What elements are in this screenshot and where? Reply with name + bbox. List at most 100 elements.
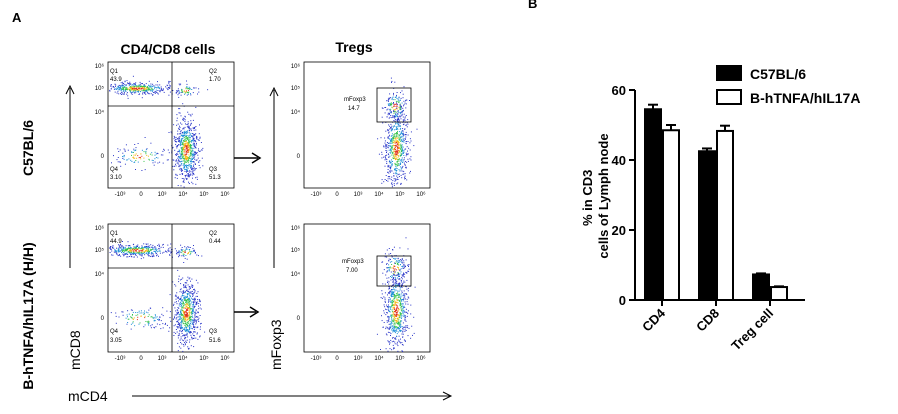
event-dot <box>397 113 399 115</box>
event-dot <box>401 149 403 151</box>
event-dot <box>183 311 185 313</box>
event-dot <box>400 166 402 168</box>
event-dot <box>188 314 190 316</box>
event-dot <box>194 327 196 329</box>
event-dot <box>180 130 182 132</box>
event-dot <box>187 88 189 90</box>
event-dot <box>400 118 402 120</box>
event-dot <box>400 164 401 165</box>
event-dot <box>397 263 399 265</box>
event-dot <box>393 136 395 137</box>
event-dot <box>127 318 129 320</box>
event-dot <box>404 173 406 175</box>
event-dot <box>135 90 137 92</box>
event-dot <box>118 249 120 251</box>
event-dot <box>186 165 188 167</box>
event-dot <box>182 253 184 255</box>
event-dot <box>181 317 183 319</box>
event-dot <box>126 252 128 254</box>
event-dot <box>188 149 190 151</box>
event-dot <box>184 292 186 294</box>
event-dot <box>178 252 180 254</box>
event-dot <box>169 317 171 319</box>
event-dot <box>147 92 149 94</box>
event-dot <box>137 248 139 250</box>
event-dot <box>396 299 398 301</box>
event-dot <box>178 251 180 253</box>
event-dot <box>390 111 392 113</box>
event-dot <box>193 306 195 308</box>
event-dot <box>190 280 191 282</box>
event-dot <box>403 314 405 316</box>
event-dot <box>188 331 190 333</box>
event-dot <box>152 94 154 96</box>
event-dot <box>407 325 409 327</box>
event-dot <box>394 327 396 329</box>
event-dot <box>136 248 138 250</box>
event-dot <box>198 255 199 257</box>
event-dot <box>132 322 134 324</box>
event-dot <box>386 263 388 264</box>
event-dot <box>410 304 412 306</box>
event-dot <box>124 163 126 165</box>
event-dot <box>390 323 392 325</box>
event-dot <box>189 327 190 329</box>
event-dot <box>402 124 404 126</box>
event-dot <box>392 277 394 278</box>
event-dot <box>184 121 186 123</box>
event-dot <box>390 258 391 260</box>
event-dot <box>407 270 409 272</box>
event-dot <box>200 304 201 306</box>
event-dot <box>146 252 148 254</box>
event-dot <box>192 248 194 250</box>
event-dot <box>391 315 393 317</box>
event-dot <box>390 170 392 172</box>
event-dot <box>175 329 177 330</box>
event-dot <box>393 246 395 248</box>
event-dot <box>182 344 184 345</box>
event-dot <box>118 247 120 249</box>
event-dot <box>129 81 131 83</box>
tick-label: 0 <box>297 154 301 160</box>
event-dot <box>186 80 187 82</box>
event-dot <box>167 244 169 246</box>
event-dot <box>394 136 396 138</box>
tick-label: 10³ <box>354 356 363 362</box>
event-dot <box>388 176 390 177</box>
event-dot <box>391 147 393 148</box>
event-dot <box>130 250 132 252</box>
event-dot <box>193 151 195 153</box>
event-dot <box>124 86 125 88</box>
event-dot <box>113 247 115 249</box>
event-dot <box>199 160 201 162</box>
event-dot <box>190 145 192 147</box>
event-dot <box>400 317 402 319</box>
event-dot <box>124 91 125 93</box>
event-dot <box>175 294 177 296</box>
gate-name: mFoxp3 <box>344 97 366 103</box>
event-dot <box>185 251 186 253</box>
x-axis-label-mcd4: mCD4 <box>68 388 108 404</box>
event-dot <box>166 324 168 326</box>
tick-label: 10⁶ <box>95 225 105 232</box>
event-dot <box>397 101 399 103</box>
event-dot <box>147 323 149 325</box>
event-dot <box>186 135 188 136</box>
event-dot <box>193 328 195 330</box>
event-dot <box>139 89 140 91</box>
event-dot <box>145 83 147 85</box>
event-dot <box>134 83 136 85</box>
event-dot <box>188 252 189 254</box>
event-dot <box>196 301 198 303</box>
event-dot <box>167 149 169 151</box>
event-dot <box>192 294 194 296</box>
event-dot <box>111 250 113 252</box>
event-dot <box>193 128 195 129</box>
event-dot <box>404 116 406 118</box>
event-dot <box>388 308 390 310</box>
event-dot <box>383 310 385 312</box>
event-dot <box>394 163 396 165</box>
event-dot <box>169 85 171 87</box>
event-dot <box>180 143 182 145</box>
event-dot <box>168 80 170 82</box>
